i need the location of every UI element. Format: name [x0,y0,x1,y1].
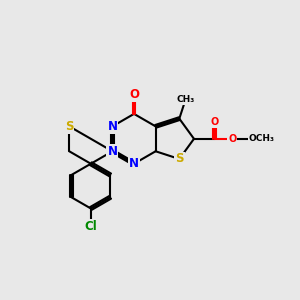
Text: O: O [228,134,236,144]
Text: N: N [107,145,117,158]
Text: N: N [129,157,139,170]
Text: OCH₃: OCH₃ [249,134,275,143]
Text: S: S [65,120,74,133]
Text: O: O [129,88,139,100]
Text: O: O [211,117,219,127]
Text: N: N [107,120,117,133]
Text: CH₃: CH₃ [176,95,195,104]
Text: Cl: Cl [85,220,97,232]
Text: S: S [175,152,184,166]
